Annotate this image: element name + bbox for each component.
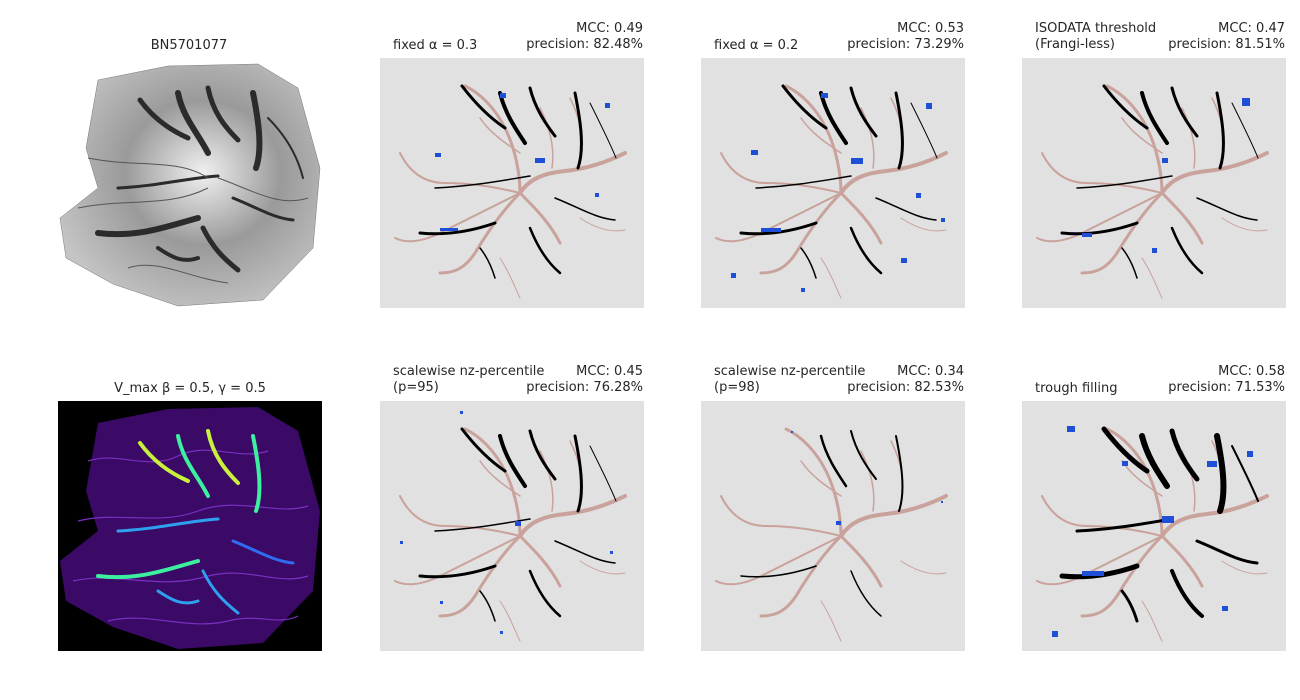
title-line: fixed α = 0.3 [393, 38, 478, 53]
panel-title-raw: BN5701077 [150, 38, 228, 53]
title-line: (Frangi-less) [1035, 37, 1115, 52]
title-line: fixed α = 0.2 [714, 38, 799, 53]
title-line: (p=98) [714, 380, 760, 395]
mcc-label: MCC: 0.53 [897, 21, 964, 36]
title-line: ISODATA threshold [1035, 21, 1157, 36]
mcc-label: MCC: 0.45 [576, 364, 643, 379]
precision-label: precision: 82.53% [847, 380, 964, 395]
precision-label: precision: 81.51% [1168, 37, 1285, 52]
segmentation-a02 [701, 58, 965, 308]
mcc-label: MCC: 0.58 [1218, 364, 1285, 379]
panel-metrics-a02: MCC: 0.53 precision: 73.29% [764, 21, 964, 53]
segmentation-a03 [380, 58, 644, 308]
precision-label: precision: 73.29% [847, 37, 964, 52]
segmentation-p95 [380, 401, 644, 651]
panel-title-p98: scalewise nz-percentile (p=98) [714, 364, 914, 396]
precision-label: precision: 71.53% [1168, 380, 1285, 395]
panel-title-p95: scalewise nz-percentile (p=95) [393, 364, 593, 396]
panel-title-vmax: V_max β = 0.5, γ = 0.5 [114, 381, 266, 396]
panel-metrics-a03: MCC: 0.49 precision: 82.48% [443, 21, 643, 53]
title-line: (p=95) [393, 380, 439, 395]
segmentation-p98 [701, 401, 965, 651]
panel-metrics-p95: MCC: 0.45 precision: 76.28% [443, 364, 643, 396]
panel-metrics-p98: MCC: 0.34 precision: 82.53% [764, 364, 964, 396]
segmentation-iso [1022, 58, 1286, 308]
panel-title-trough: trough filling [1035, 381, 1235, 397]
precision-label: precision: 82.48% [526, 37, 643, 52]
vmax-image [58, 401, 322, 651]
title-line: trough filling [1035, 381, 1118, 396]
segmentation-trough [1022, 401, 1286, 651]
mcc-label: MCC: 0.47 [1218, 21, 1285, 36]
precision-label: precision: 76.28% [526, 380, 643, 395]
panel-metrics-trough: MCC: 0.58 precision: 71.53% [1085, 364, 1285, 396]
mcc-label: MCC: 0.34 [897, 364, 964, 379]
title-line: scalewise nz-percentile [714, 364, 866, 379]
title-line: scalewise nz-percentile [393, 364, 545, 379]
panel-title-iso: ISODATA threshold (Frangi-less) [1035, 21, 1235, 53]
mcc-label: MCC: 0.49 [576, 21, 643, 36]
panel-title-a03: fixed α = 0.3 [393, 38, 593, 54]
panel-title-a02: fixed α = 0.2 [714, 38, 914, 54]
raw-image [58, 58, 322, 308]
panel-metrics-iso: MCC: 0.47 precision: 81.51% [1085, 21, 1285, 53]
